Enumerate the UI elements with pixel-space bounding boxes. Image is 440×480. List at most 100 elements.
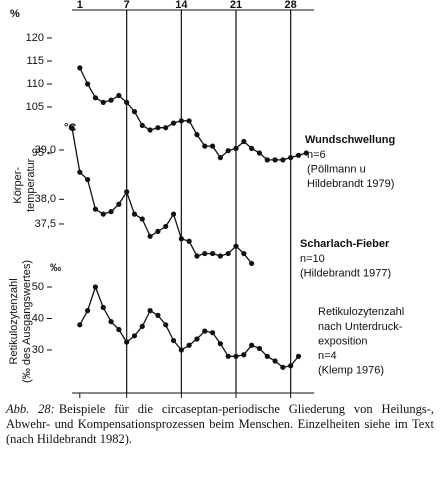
data-point: [233, 353, 239, 359]
data-point: [163, 125, 169, 131]
data-point: [225, 250, 231, 257]
data-point: [202, 143, 208, 149]
data-point: [100, 211, 106, 217]
data-point: [108, 209, 114, 215]
data-point: [264, 353, 270, 359]
y-axis-label: (‰ des Ausgangswertes): [21, 260, 33, 383]
y-tick-label: 50: [32, 281, 44, 293]
data-point: [116, 326, 122, 333]
data-point: [139, 122, 145, 128]
data-point: [209, 143, 216, 149]
series-title: Wundschwellung: [305, 134, 395, 146]
data-point: [116, 92, 122, 99]
y-tick-label: 40: [32, 312, 44, 324]
data-point: [178, 347, 184, 353]
data-point: [178, 236, 184, 242]
y-tick-label: 105: [26, 101, 44, 113]
series-title: Scharlach-Fieber: [300, 238, 390, 250]
data-point: [100, 304, 106, 311]
x-tick-label-top: 14: [175, 0, 188, 11]
data-point: [209, 330, 216, 336]
data-point: [225, 353, 231, 359]
data-point: [155, 312, 161, 318]
data-point: [163, 322, 169, 328]
series-note: n=6: [307, 149, 326, 161]
data-point: [178, 118, 184, 124]
data-point: [233, 145, 239, 151]
y-tick-label: 120: [26, 32, 44, 44]
x-tick-label-top: 1: [77, 0, 83, 11]
y-axis-label: Retikulozytenzahl: [8, 278, 20, 364]
data-point: [217, 253, 223, 259]
data-point: [131, 333, 138, 339]
data-point: [92, 95, 99, 101]
data-point: [139, 323, 145, 329]
x-tick-label-top: 7: [124, 0, 130, 11]
data-point: [217, 155, 223, 161]
data-point: [288, 155, 294, 161]
data-point: [131, 211, 138, 217]
y-tick-label: 39,0: [35, 144, 56, 156]
data-point: [170, 211, 177, 217]
data-point: [147, 127, 153, 133]
data-point: [124, 99, 130, 105]
caption-label: Abb. 28:: [6, 402, 55, 416]
data-point: [116, 201, 122, 207]
data-point: [295, 152, 302, 158]
y-tick-label: 30: [32, 344, 44, 356]
data-point: [202, 328, 208, 334]
data-point: [280, 157, 286, 163]
data-point: [241, 138, 247, 145]
data-point: [147, 233, 153, 239]
data-point: [85, 176, 91, 183]
y-unit: ‰: [50, 262, 61, 274]
data-point: [163, 223, 169, 230]
y-tick-label: 95: [32, 147, 44, 159]
y-tick-label: 115: [26, 55, 44, 67]
series-note: nach Unterdruck-: [318, 321, 403, 333]
data-point: [280, 364, 286, 370]
series-title: Retikulozytenzahl: [318, 306, 404, 318]
data-point: [77, 169, 83, 175]
data-point: [124, 339, 130, 345]
y-tick-label: 38,0: [35, 193, 56, 205]
series-note: (Hildebrandt 1977): [300, 267, 391, 279]
data-point: [77, 322, 83, 328]
data-point: [85, 308, 91, 314]
data-point: [225, 148, 231, 154]
series-note: n=4: [318, 350, 337, 362]
data-point: [147, 308, 153, 314]
data-point: [249, 342, 255, 348]
data-point: [202, 250, 208, 257]
series-note: Hildebrandt 1979): [307, 178, 394, 190]
series-note: (Pöllmann u: [307, 163, 366, 175]
data-point: [194, 132, 200, 138]
data-point: [272, 358, 278, 364]
data-point: [249, 145, 255, 151]
data-point: [155, 125, 161, 131]
data-point: [272, 157, 278, 163]
series-line: [71, 127, 253, 264]
caption-text: Beispiele für die circaseptan-periodisch…: [6, 402, 434, 446]
x-tick-label-top: 21: [230, 0, 242, 11]
data-point: [139, 216, 145, 222]
data-point: [256, 345, 263, 352]
y-unit: %: [10, 8, 20, 20]
data-point: [288, 363, 294, 369]
data-point: [233, 243, 239, 249]
series-note: n=10: [300, 253, 325, 265]
data-point: [264, 157, 270, 163]
data-point: [303, 150, 309, 156]
data-point: [241, 352, 247, 358]
data-point: [69, 125, 75, 131]
data-point: [77, 65, 83, 71]
data-point: [108, 97, 114, 103]
data-point: [155, 228, 161, 234]
data-point: [170, 337, 177, 344]
data-point: [217, 341, 223, 347]
data-point: [209, 250, 216, 257]
series-note: exposition: [318, 335, 368, 347]
data-point: [194, 336, 200, 342]
data-point: [186, 118, 192, 124]
